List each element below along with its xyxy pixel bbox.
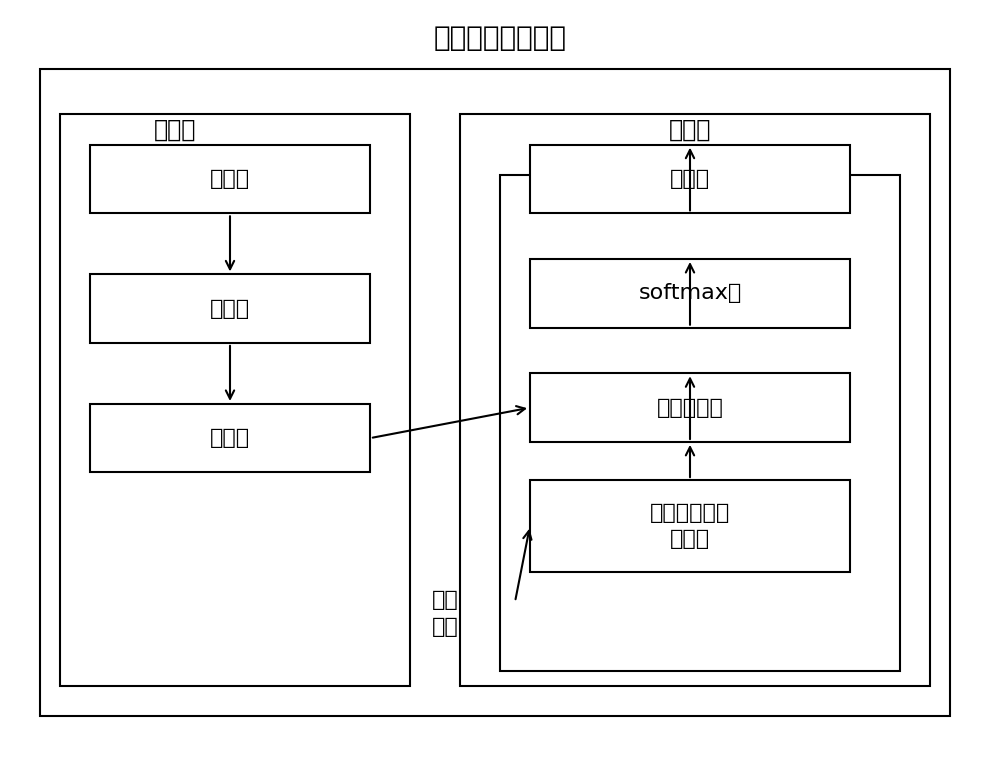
Text: 表格图片识别模型: 表格图片识别模型: [434, 24, 566, 52]
Bar: [460, 114, 930, 686]
Text: 转换层: 转换层: [210, 428, 250, 448]
Bar: [90, 274, 370, 343]
Text: 掩码多头自注
意力层: 掩码多头自注 意力层: [650, 503, 730, 549]
Text: 嵌入层: 嵌入层: [210, 299, 250, 319]
Text: 编码解码层: 编码解码层: [657, 398, 723, 418]
Bar: [530, 259, 850, 328]
Bar: [90, 145, 370, 213]
Bar: [530, 480, 850, 572]
Text: 一维
位置: 一维 位置: [432, 591, 458, 636]
Text: 解码器: 解码器: [669, 117, 711, 142]
Bar: [40, 69, 950, 716]
Bar: [530, 145, 850, 213]
Text: 输出口: 输出口: [670, 169, 710, 189]
Text: 输入口: 输入口: [210, 169, 250, 189]
Bar: [60, 114, 410, 686]
Bar: [530, 373, 850, 442]
Text: softmax层: softmax层: [638, 283, 742, 303]
Text: 编码器: 编码器: [154, 117, 196, 142]
Bar: [90, 404, 370, 472]
Bar: [500, 175, 900, 671]
